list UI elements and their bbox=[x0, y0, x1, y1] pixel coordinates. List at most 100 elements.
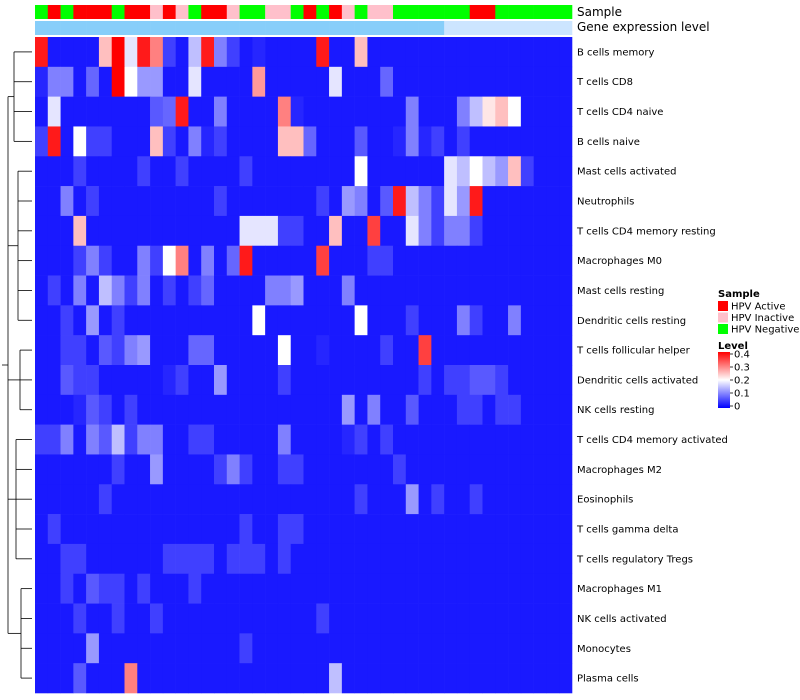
expression-annotation-cell bbox=[137, 21, 151, 35]
heatmap-cell bbox=[201, 424, 215, 455]
heatmap-cell bbox=[252, 126, 266, 157]
heatmap-cell bbox=[559, 275, 573, 306]
heatmap-cell bbox=[495, 603, 509, 634]
heatmap-cell bbox=[277, 394, 292, 425]
heatmap-cell bbox=[47, 424, 61, 455]
heatmap-cell bbox=[508, 454, 522, 485]
heatmap-cell bbox=[520, 96, 534, 127]
heatmap-cell bbox=[456, 186, 471, 217]
heatmap-cell bbox=[559, 186, 573, 217]
heatmap-cell bbox=[265, 275, 279, 306]
heatmap-cell bbox=[239, 186, 253, 217]
expression-annotation-cell bbox=[86, 21, 100, 35]
heatmap-cell bbox=[47, 126, 61, 157]
heatmap-cell bbox=[226, 484, 240, 515]
heatmap-cell bbox=[188, 156, 202, 187]
heatmap-cell bbox=[201, 335, 215, 366]
heatmap-cell bbox=[214, 275, 228, 306]
heatmap-cell bbox=[188, 424, 202, 455]
heatmap-cell bbox=[252, 66, 266, 97]
heatmap-cell bbox=[482, 484, 496, 515]
heatmap-cell bbox=[431, 335, 445, 366]
legend-level-title: Level bbox=[718, 341, 748, 352]
heatmap-cell bbox=[239, 633, 253, 664]
heatmap-cell bbox=[367, 424, 381, 455]
heatmap-cell bbox=[290, 186, 304, 217]
heatmap-cell bbox=[393, 543, 407, 575]
heatmap-cell bbox=[214, 66, 228, 97]
heatmap-cell bbox=[456, 394, 471, 425]
heatmap-cell bbox=[482, 514, 496, 545]
expression-annotation-cell bbox=[418, 21, 432, 35]
heatmap-cell bbox=[303, 305, 317, 336]
heatmap-cell bbox=[214, 245, 228, 276]
heatmap-cell bbox=[341, 663, 355, 694]
heatmap-cell bbox=[239, 514, 253, 545]
sample-annotation-cell bbox=[367, 5, 381, 19]
heatmap-cell bbox=[482, 215, 496, 247]
heatmap-cell bbox=[265, 633, 279, 664]
heatmap-cell bbox=[533, 394, 547, 425]
heatmap-cell bbox=[150, 484, 164, 515]
heatmap-cell bbox=[316, 633, 330, 664]
heatmap-cell bbox=[188, 305, 202, 336]
heatmap-cell bbox=[188, 514, 202, 545]
heatmap-cell bbox=[316, 126, 330, 157]
heatmap-cell bbox=[175, 514, 189, 545]
heatmap-cell bbox=[252, 633, 266, 664]
heatmap-cell bbox=[393, 663, 407, 694]
heatmap-cell bbox=[175, 96, 189, 127]
heatmap-cell bbox=[329, 633, 343, 664]
heatmap-cell bbox=[175, 156, 189, 187]
heatmap-cell bbox=[418, 424, 432, 455]
heatmap-cell bbox=[98, 37, 113, 68]
heatmap-cell bbox=[47, 484, 61, 515]
heatmap-cell bbox=[495, 394, 509, 425]
expression-annotation-cell bbox=[111, 21, 125, 35]
heatmap-cell bbox=[546, 454, 560, 485]
heatmap-cell bbox=[47, 66, 61, 97]
expression-annotation-cell bbox=[508, 21, 522, 35]
expression-annotation-cell bbox=[252, 21, 266, 35]
heatmap-cell bbox=[456, 245, 471, 276]
heatmap-cell bbox=[508, 96, 522, 127]
heatmap-cell bbox=[188, 37, 202, 68]
heatmap-cell bbox=[150, 663, 164, 694]
heatmap-cell bbox=[405, 543, 419, 575]
heatmap-cell bbox=[98, 663, 113, 694]
heatmap-cell bbox=[239, 96, 253, 127]
heatmap-cell bbox=[546, 335, 560, 366]
heatmap-cell bbox=[393, 573, 407, 604]
heatmap-cell bbox=[418, 633, 432, 664]
heatmap-cell bbox=[35, 424, 49, 455]
heatmap-cell bbox=[341, 484, 355, 515]
heatmap-cell bbox=[444, 156, 458, 187]
heatmap-cell bbox=[150, 66, 164, 97]
sample-annotation-cell bbox=[47, 5, 61, 19]
row-label: T cells CD4 memory activated bbox=[576, 435, 728, 446]
heatmap-cell bbox=[546, 275, 560, 306]
heatmap-cell bbox=[137, 424, 151, 455]
expression-annotation-cell bbox=[60, 21, 74, 35]
expression-annotation-cell bbox=[290, 21, 304, 35]
row-label: T cells gamma delta bbox=[576, 525, 678, 536]
heatmap-cell bbox=[431, 543, 445, 575]
heatmap-cell bbox=[444, 484, 458, 515]
heatmap-cell bbox=[559, 365, 573, 396]
heatmap-cell bbox=[35, 454, 49, 485]
heatmap-cell bbox=[175, 365, 189, 396]
sample-annotation-cell bbox=[533, 5, 547, 19]
heatmap-cell bbox=[508, 394, 522, 425]
heatmap-cell bbox=[150, 365, 164, 396]
heatmap-cell bbox=[162, 215, 176, 247]
heatmap-cell bbox=[137, 186, 151, 217]
heatmap-cell bbox=[162, 663, 176, 694]
heatmap-cell bbox=[482, 275, 496, 306]
heatmap-cell bbox=[175, 394, 189, 425]
heatmap-cell bbox=[150, 126, 164, 157]
annotation-tracks bbox=[35, 5, 573, 35]
heatmap-cell bbox=[495, 245, 509, 276]
heatmap-cell bbox=[265, 305, 279, 336]
heatmap-cell bbox=[98, 543, 113, 575]
